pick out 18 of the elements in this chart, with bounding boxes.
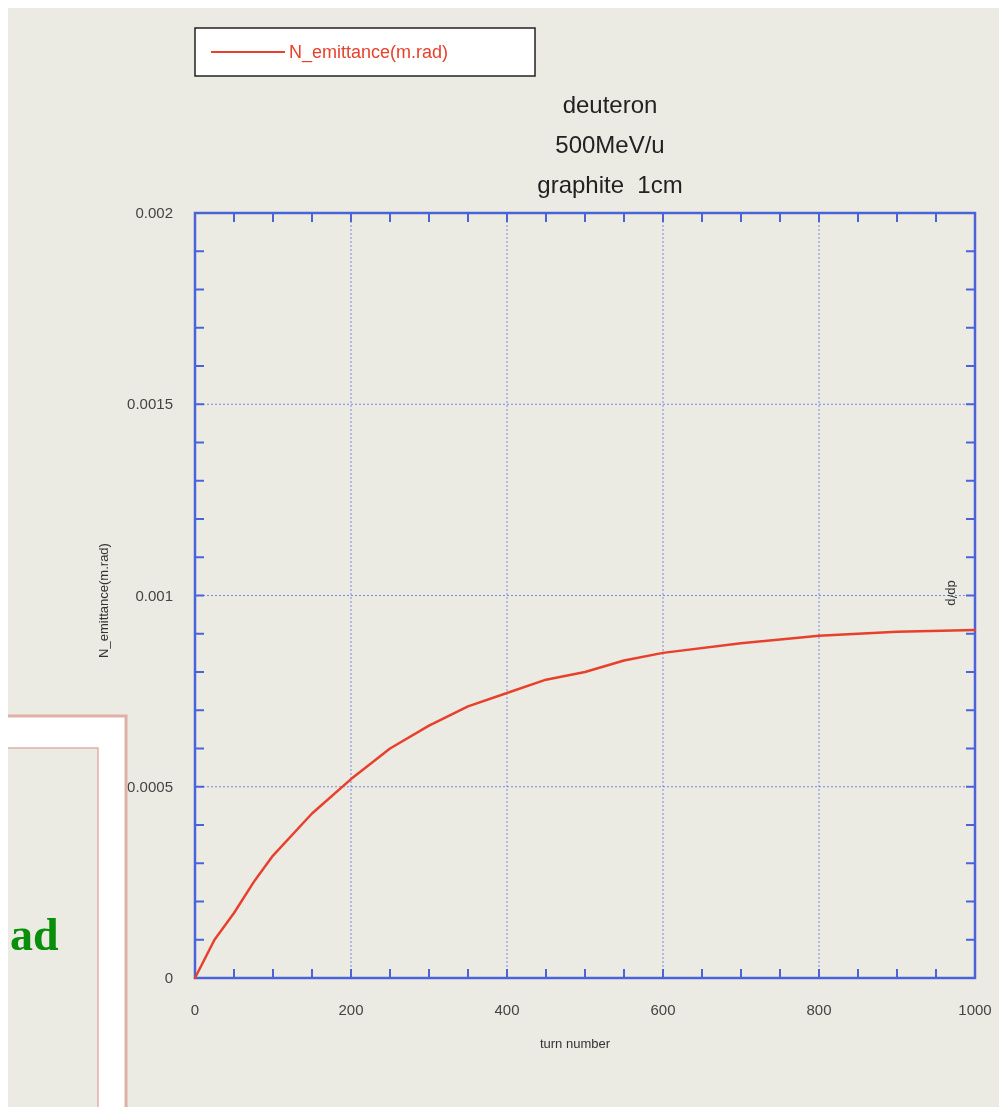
x-axis-title: turn number	[539, 1036, 611, 1051]
chart-title: deuteron 500MeV/u graphite 1cm	[537, 91, 683, 198]
x-tick-label: 200	[338, 1001, 364, 1018]
y-tick-label: 0.002	[135, 204, 173, 221]
annotation: dp/p	[945, 580, 960, 606]
y-tick-label: 0	[164, 969, 173, 986]
y-tick-label: 0.0005	[127, 777, 173, 795]
y-tick-label: 0.0015	[127, 395, 173, 413]
x-tick-label: 600	[650, 1001, 676, 1018]
y-axis-title: N_emittance(m.rad)	[96, 543, 111, 658]
x-tick-label: 400	[494, 1001, 520, 1018]
text: ad	[10, 909, 59, 960]
x-tick-label: 0	[190, 1001, 200, 1018]
legend-label: N_emittance(m.rad)	[289, 42, 449, 63]
y-tick-label: 0.001	[135, 586, 173, 604]
x-tick-label: 800	[806, 1001, 832, 1018]
line-series	[193, 628, 977, 980]
x-tick-label: 1000	[958, 1001, 992, 1018]
